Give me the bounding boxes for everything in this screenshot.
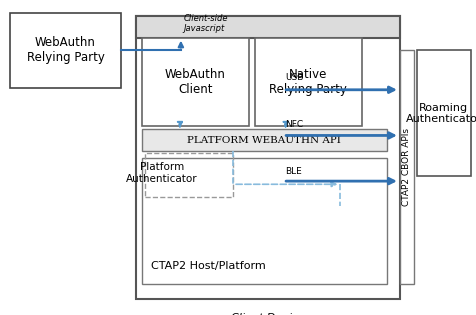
Text: Roaming
Authenticator: Roaming Authenticator xyxy=(406,103,476,124)
Bar xyxy=(416,50,471,176)
Text: Client Device: Client Device xyxy=(231,313,305,315)
Text: Platform
Authenticator: Platform Authenticator xyxy=(126,163,198,184)
Bar xyxy=(400,50,414,284)
Text: NFC: NFC xyxy=(286,120,304,129)
Bar xyxy=(136,16,400,38)
Bar xyxy=(10,13,121,88)
Text: CTAP2 CBOR APIs: CTAP2 CBOR APIs xyxy=(403,128,411,206)
Text: PLATFORM WEBAUTHN API: PLATFORM WEBAUTHN API xyxy=(188,136,341,145)
Bar xyxy=(142,158,387,284)
Text: CTAP2 Host/Platform: CTAP2 Host/Platform xyxy=(151,261,266,271)
Bar xyxy=(142,129,387,151)
Text: USB: USB xyxy=(286,73,304,82)
Bar xyxy=(142,38,249,126)
Text: WebAuthn
Client: WebAuthn Client xyxy=(165,68,226,96)
Text: WebAuthn
Relying Party: WebAuthn Relying Party xyxy=(27,37,104,64)
Text: Native
Relying Party: Native Relying Party xyxy=(269,68,347,96)
Text: BLE: BLE xyxy=(286,167,302,176)
Text: Client-side
Javascript: Client-side Javascript xyxy=(183,14,228,33)
Bar xyxy=(255,38,362,126)
Bar xyxy=(145,153,233,197)
Bar xyxy=(136,16,400,299)
